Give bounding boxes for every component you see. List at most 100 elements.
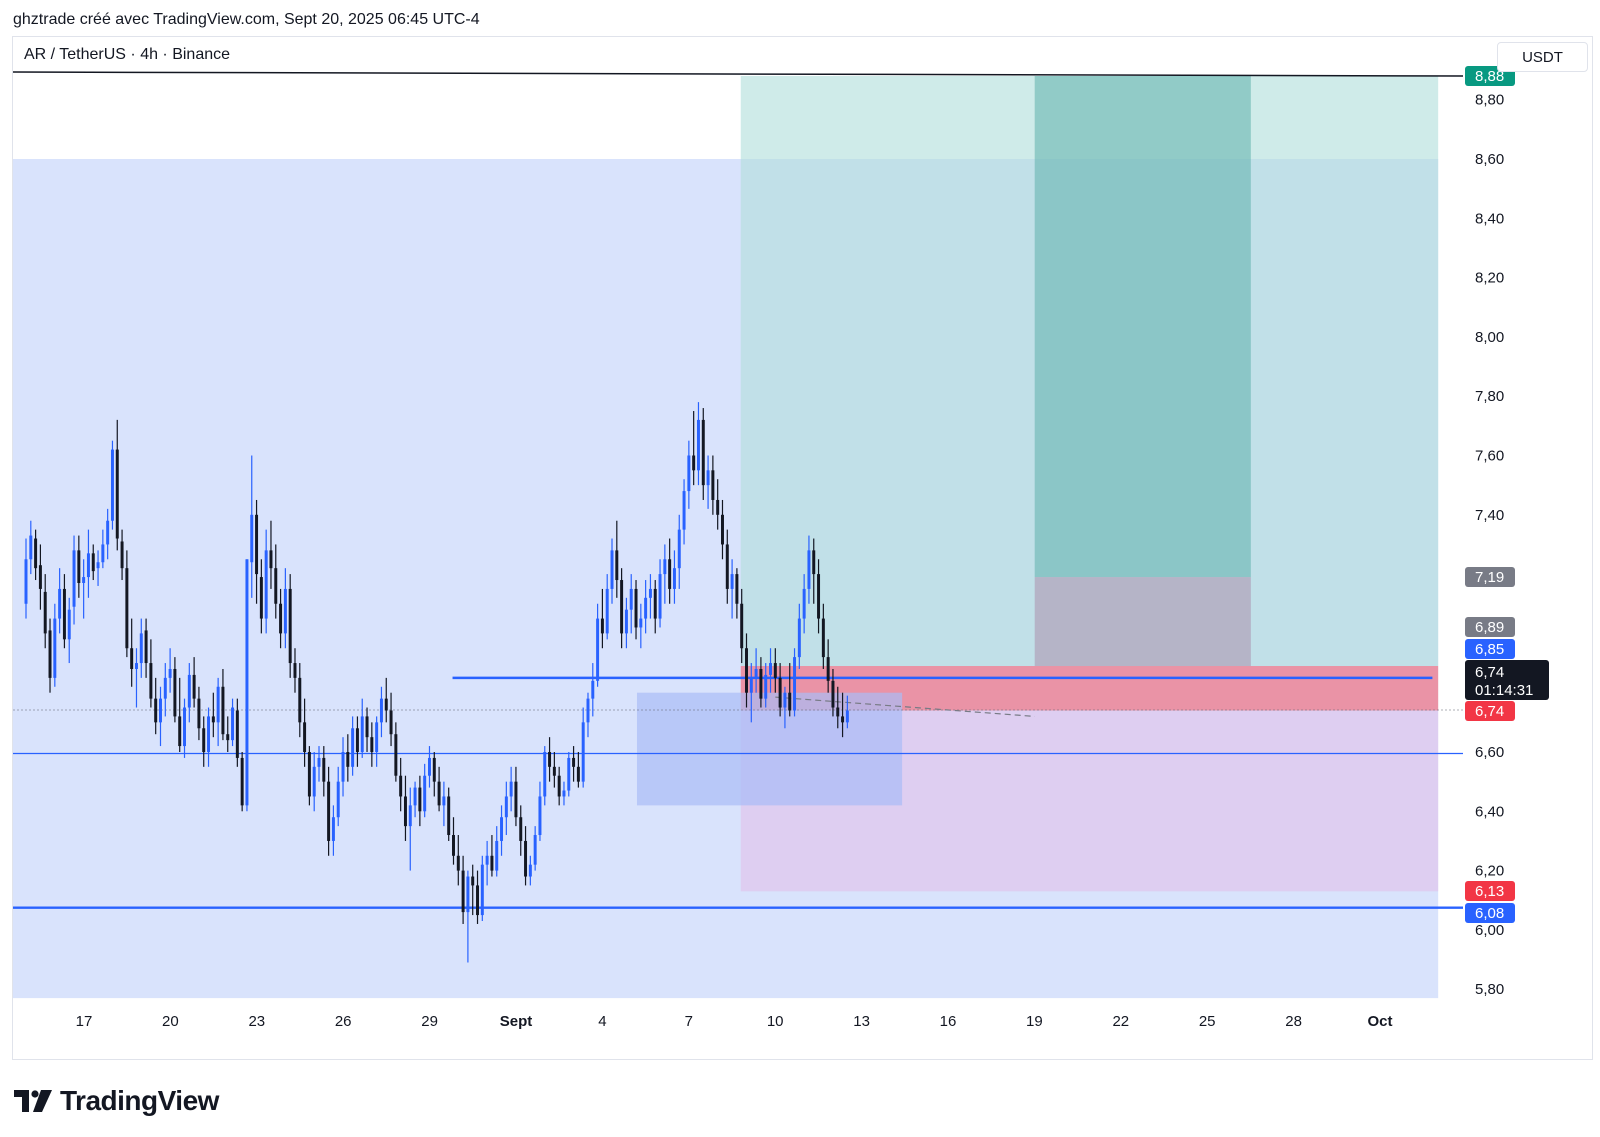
candle-111	[557, 775, 561, 797]
candle-93	[471, 876, 475, 886]
candle-4	[43, 591, 47, 634]
candle-49	[259, 577, 263, 619]
time-tick-label-15: Oct	[1367, 1013, 1392, 1030]
candle-25	[144, 630, 148, 664]
time-tick-label-0: 17	[76, 1013, 93, 1030]
candle-159	[788, 692, 792, 711]
candle-78	[399, 775, 403, 797]
time-axis: 17 20 23 26 29 Sept 4 7 10 13 16 19 22 25 28 Oct	[76, 1013, 1393, 1030]
candle-7	[58, 588, 62, 619]
candle-153	[759, 668, 763, 699]
candle-137	[682, 491, 686, 530]
candle-85	[432, 757, 436, 782]
price-badge-text-5: 6,13	[1475, 883, 1504, 900]
candle-134	[668, 559, 672, 589]
price-badge-1	[1465, 567, 1515, 587]
chart-frame	[12, 36, 1593, 1060]
price-badge-group-2: 6,89	[1465, 617, 1515, 637]
price-tick-label-9: 6,40	[1475, 803, 1504, 820]
last-price-box	[1465, 660, 1549, 700]
candle-10	[72, 550, 76, 607]
candle-100	[504, 796, 508, 818]
price-tick-label-11: 6,00	[1475, 922, 1504, 939]
zones-layer	[13, 76, 1439, 999]
candle-135	[672, 568, 676, 589]
price-badge-group-5: 6,13	[1465, 881, 1515, 901]
time-tick-label-1: 20	[162, 1013, 179, 1030]
candle-112	[562, 790, 566, 797]
candle-167	[826, 657, 830, 681]
candle-143	[711, 470, 715, 500]
candle-125	[624, 609, 628, 634]
price-tick-label-1: 8,60	[1475, 151, 1504, 168]
candle-87	[442, 796, 446, 806]
candle-155	[769, 663, 773, 675]
candle-3	[38, 565, 42, 589]
candle-106	[533, 835, 537, 865]
brand-logo[interactable]: TradingView	[14, 1085, 219, 1117]
currency-button[interactable]: USDT	[1497, 42, 1588, 72]
price-tick-label-6: 7,60	[1475, 448, 1504, 465]
candle-129	[644, 597, 648, 619]
time-tick-label-11: 19	[1026, 1013, 1043, 1030]
candle-81	[413, 787, 417, 806]
candle-154	[764, 674, 768, 699]
candle-12	[82, 577, 86, 583]
candle-104	[524, 840, 528, 877]
candle-83	[423, 775, 427, 812]
candle-151	[749, 677, 753, 693]
candle-51	[269, 550, 273, 569]
candle-88	[447, 796, 451, 836]
candle-130	[648, 588, 652, 598]
candle-47	[250, 514, 254, 563]
candle-59	[307, 752, 311, 797]
candle-23	[134, 663, 138, 669]
candle-26	[149, 663, 153, 699]
candle-29	[163, 677, 167, 699]
candle-48	[255, 514, 259, 575]
price-tick-label-8: 6,60	[1475, 744, 1504, 761]
price-tick-label-12: 5,80	[1475, 981, 1504, 998]
candle-142	[706, 470, 710, 486]
candle-158	[783, 692, 787, 708]
candle-139	[692, 455, 696, 471]
candle-54	[283, 588, 287, 634]
candle-136	[677, 529, 681, 569]
last-price-value: 6,74	[1475, 664, 1504, 681]
time-tick-label-5: Sept	[500, 1013, 533, 1030]
time-tick-label-6: 4	[598, 1013, 606, 1030]
candle-79	[403, 796, 407, 827]
symbol-title[interactable]: AR / TetherUS · 4h · Binance	[24, 46, 231, 63]
candle-115	[576, 766, 580, 782]
candle-120	[600, 618, 604, 634]
candle-45	[240, 757, 244, 806]
time-tick-label-2: 23	[248, 1013, 265, 1030]
candle-171	[845, 710, 849, 723]
candle-140	[696, 419, 700, 471]
candle-108	[543, 752, 547, 797]
time-tick-label-9: 13	[853, 1013, 870, 1030]
candle-148	[735, 574, 739, 604]
candle-101	[509, 781, 513, 797]
candle-76	[389, 710, 393, 735]
candle-90	[456, 855, 460, 871]
trend-line	[12, 71, 1464, 77]
candle-72	[370, 737, 374, 752]
candle-74	[379, 698, 383, 723]
tp-zone-dark	[1034, 76, 1251, 578]
price-badge-group-6: 6,08	[1465, 903, 1515, 923]
price-tick-label-2: 8,40	[1475, 210, 1504, 227]
lines-layer	[12, 71, 1464, 909]
price-badge-3	[1465, 639, 1515, 659]
candle-6	[53, 618, 57, 678]
price-tick-label-10: 6,20	[1475, 863, 1504, 880]
candle-105	[528, 864, 532, 877]
candle-94	[476, 885, 480, 916]
candle-19	[115, 449, 119, 539]
candle-102	[514, 781, 518, 818]
candle-1	[29, 535, 33, 560]
tradingview-logo-icon	[14, 1090, 52, 1112]
